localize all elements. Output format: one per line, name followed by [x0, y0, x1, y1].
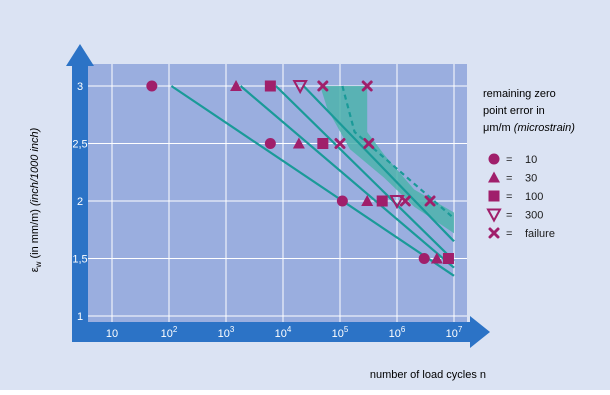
legend-equals: =	[506, 173, 512, 185]
legend-title-line: remaining zero	[483, 88, 556, 100]
legend-equals: =	[506, 210, 512, 222]
y-tick-label: 3	[77, 81, 83, 93]
zero-error-curve	[239, 85, 455, 269]
tick-labels: 1 1,5 2 2,5 3 10 102 103 104 105 106 107	[72, 81, 463, 340]
zero-error-curve	[302, 85, 455, 243]
legend-item-label: failure	[525, 228, 555, 240]
legend-equals: =	[506, 228, 512, 240]
marker-triangle-up	[292, 137, 305, 149]
legend-marker-x	[488, 227, 500, 239]
data-markers	[146, 80, 454, 264]
x-tick-label: 106	[389, 325, 406, 340]
marker-circle	[336, 195, 348, 207]
marker-square	[442, 253, 454, 264]
legend-title-line: point error in	[483, 105, 545, 117]
legend-item-label: 10	[525, 154, 537, 166]
zero-error-curve	[170, 85, 455, 277]
legend: remaining zero point error in μm/m (micr…	[483, 88, 575, 240]
axes	[66, 44, 490, 348]
x-tick-label: 103	[218, 325, 235, 340]
marker-triangle-down-open	[292, 80, 308, 95]
x-tick-label: 102	[161, 325, 178, 340]
x-tick-label: 104	[275, 325, 292, 340]
x-axis-label: number of load cycles n	[370, 369, 486, 381]
marker-triangle-up	[430, 252, 443, 264]
marker-circle	[146, 80, 158, 92]
marker-square	[317, 138, 329, 149]
marker-square	[376, 195, 388, 207]
legend-marker-triangle-down-open	[486, 208, 502, 223]
legend-item-label: 30	[525, 173, 537, 185]
marker-x	[424, 195, 436, 207]
y-axis-label: εw (in mm/m) (inch/1000 inch)	[29, 127, 43, 272]
x-tick-label: 107	[446, 325, 463, 340]
y-axis-arrow	[66, 44, 94, 66]
legend-marker-square	[488, 190, 500, 202]
marker-x	[399, 195, 411, 207]
y-axis-bar	[72, 66, 88, 324]
x-axis-bar	[72, 322, 470, 342]
marker-x	[363, 138, 375, 149]
marker-x	[334, 138, 346, 149]
marker-triangle-up	[361, 195, 374, 206]
legend-marker-circle	[488, 153, 500, 165]
marker-x	[361, 80, 373, 92]
marker-square	[264, 80, 276, 92]
mean-failure-curve	[341, 85, 455, 220]
marker-x	[317, 80, 329, 92]
marker-circle	[264, 138, 276, 149]
marker-triangle-up	[230, 80, 243, 91]
legend-title-line: μm/m (microstrain)	[483, 122, 575, 134]
y-tick-label: 1	[77, 311, 83, 323]
legend-marker-triangle-up	[488, 171, 500, 183]
x-tick-label: 10	[106, 328, 118, 340]
x-tick-label: 105	[332, 325, 349, 340]
y-tick-label: 2,5	[72, 139, 87, 151]
x-axis-arrow	[470, 316, 490, 348]
legend-equals: =	[506, 191, 512, 203]
legend-item-label: 100	[525, 191, 543, 203]
y-tick-label: 1,5	[72, 254, 87, 266]
legend-equals: =	[506, 154, 512, 166]
fit-curves	[170, 85, 455, 277]
marker-circle	[418, 253, 430, 264]
marker-triangle-down-open	[389, 195, 405, 210]
zero-error-curve	[275, 85, 455, 262]
y-tick-label: 2	[77, 196, 83, 208]
legend-item-label: 300	[525, 210, 543, 222]
